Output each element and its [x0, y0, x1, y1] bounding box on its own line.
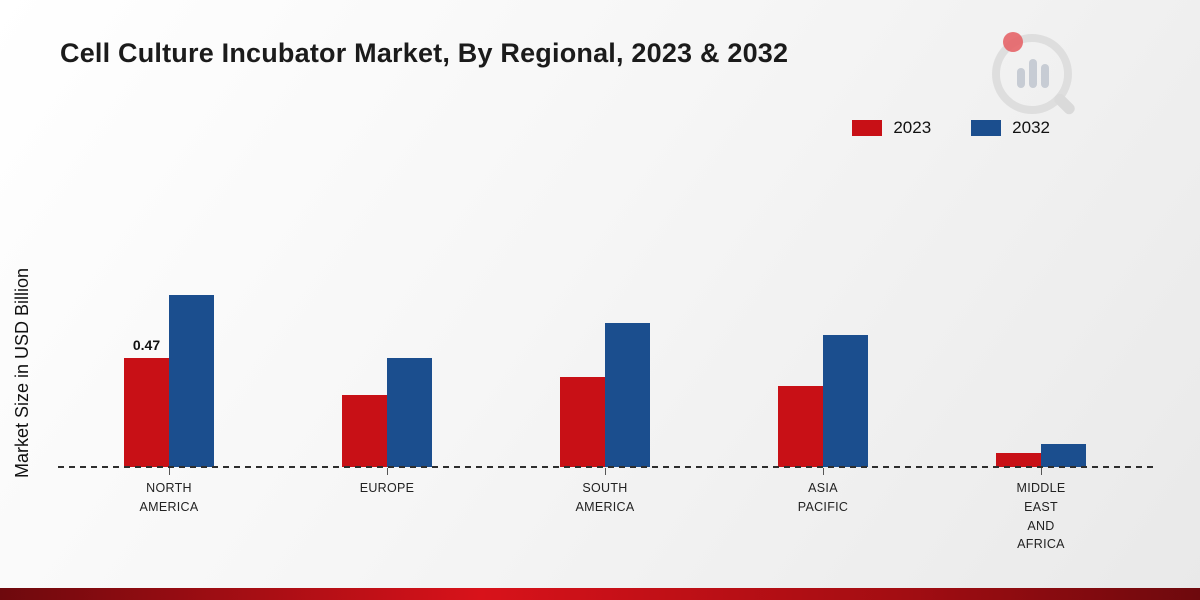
footer-brand-strip — [0, 588, 1200, 600]
bar-value-label: 0.47 — [132, 337, 161, 353]
axis-tick — [169, 468, 170, 475]
legend-swatch-2032 — [971, 120, 1002, 136]
bar-2023-europe[interactable] — [342, 395, 387, 467]
category-label-asia-pacific: ASIA PACIFIC — [797, 481, 849, 514]
x-axis-line — [58, 466, 1153, 468]
bar-2023-asia-pacific[interactable] — [778, 386, 823, 467]
category-label-north-america: NORTH AMERICA — [139, 481, 199, 514]
axis-tick — [823, 468, 824, 475]
bar-group-south-america — [496, 0, 714, 475]
legend-label-2023: 2023 — [893, 118, 932, 137]
bar-2023-south-america[interactable] — [560, 377, 605, 467]
axis-tick — [605, 468, 606, 475]
bar-group-north-america: 0.47 — [60, 0, 278, 475]
category-label-south-america: SOUTH AMERICA — [575, 481, 635, 514]
legend: 2023 2032 — [852, 118, 1050, 138]
bar-2032-europe[interactable] — [387, 358, 432, 467]
axis-tick — [387, 468, 388, 475]
plot-area: 0.47 — [60, 0, 1150, 475]
category-label-middle-east-and-africa: MIDDLE EAST AND AFRICA — [1016, 481, 1066, 552]
bar-2023-middle-east-and-africa[interactable] — [996, 453, 1041, 467]
bar-2032-middle-east-and-africa[interactable] — [1041, 444, 1086, 467]
y-axis-label: Market Size in USD Billion — [12, 267, 32, 478]
bar-group-middle-east-and-africa — [932, 0, 1150, 475]
legend-item-2023[interactable]: 2023 — [852, 118, 931, 138]
page-title: Cell Culture Incubator Market, By Region… — [60, 38, 789, 68]
bar-group-europe — [278, 0, 496, 475]
legend-swatch-2023 — [852, 120, 883, 136]
bar-2032-asia-pacific[interactable] — [823, 335, 868, 467]
bar-2032-north-america[interactable] — [169, 295, 214, 467]
category-label-europe: EUROPE — [359, 481, 415, 495]
company-logo-icon — [985, 26, 1085, 121]
axis-tick — [1041, 468, 1042, 475]
legend-label-2032: 2032 — [1012, 118, 1050, 137]
bar-2032-south-america[interactable] — [605, 323, 650, 467]
bar-2023-north-america[interactable]: 0.47 — [124, 337, 169, 467]
legend-item-2032[interactable]: 2032 — [971, 118, 1050, 138]
category-axis: NORTH AMERICA EUROPE SOUTH AMERICA ASIA PACIFI… — [60, 479, 1150, 554]
bar-group-asia-pacific — [714, 0, 932, 475]
